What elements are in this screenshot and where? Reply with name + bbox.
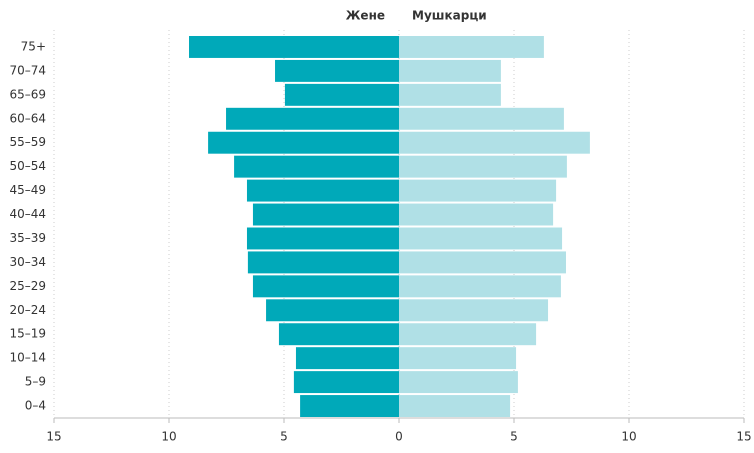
bar [399, 203, 554, 226]
y-tick-label: 55–59 [9, 135, 46, 149]
y-tick-label: 75+ [21, 39, 46, 53]
bar [399, 227, 563, 250]
bar [399, 395, 511, 417]
y-tick-label: 45–49 [9, 183, 46, 197]
bar [399, 371, 518, 394]
bar [399, 83, 501, 106]
bar [275, 59, 399, 82]
bar [293, 371, 399, 394]
bar [399, 107, 564, 130]
y-tick-label: 35–39 [9, 231, 46, 245]
bar [189, 36, 399, 58]
bar [399, 299, 549, 322]
bar [295, 347, 399, 370]
y-tick-label: 0–4 [25, 399, 46, 413]
legend-label: Жене [346, 9, 385, 23]
x-tick-label: 10 [621, 430, 636, 444]
bar [399, 36, 544, 58]
bar [399, 59, 501, 82]
bar [226, 107, 399, 130]
x-tick-label: 0 [395, 430, 403, 444]
bar [399, 251, 566, 274]
bar [300, 395, 399, 417]
bar [399, 275, 561, 298]
y-tick-label: 25–29 [9, 279, 46, 293]
y-tick-label: 10–14 [9, 351, 46, 365]
y-tick-label: 20–24 [9, 303, 46, 317]
bar [252, 203, 399, 226]
y-tick-label: 60–64 [9, 111, 46, 125]
y-tick-label: 70–74 [9, 63, 46, 77]
bar [266, 299, 399, 322]
x-tick-label: 15 [46, 430, 61, 444]
bar [399, 347, 517, 370]
bar [284, 83, 399, 106]
bar [399, 323, 537, 346]
bar [399, 179, 557, 202]
y-tick-label: 5–9 [25, 375, 46, 389]
y-tick-label: 40–44 [9, 207, 46, 221]
bar [278, 323, 399, 346]
bar [252, 275, 399, 298]
bar [246, 179, 399, 202]
x-tick-label: 5 [510, 430, 518, 444]
bar [234, 155, 399, 178]
x-tick-label: 5 [280, 430, 288, 444]
bar [399, 131, 590, 154]
bar [246, 227, 399, 250]
bar [208, 131, 399, 154]
x-tick-label: 15 [736, 430, 751, 444]
legend-label: Мушкарци [412, 9, 487, 23]
bar [247, 251, 399, 274]
y-tick-label: 65–69 [9, 87, 46, 101]
y-tick-label: 15–19 [9, 327, 46, 341]
y-tick-label: 50–54 [9, 159, 46, 173]
bar [399, 155, 567, 178]
y-tick-label: 30–34 [9, 255, 46, 269]
x-tick-label: 10 [161, 430, 176, 444]
